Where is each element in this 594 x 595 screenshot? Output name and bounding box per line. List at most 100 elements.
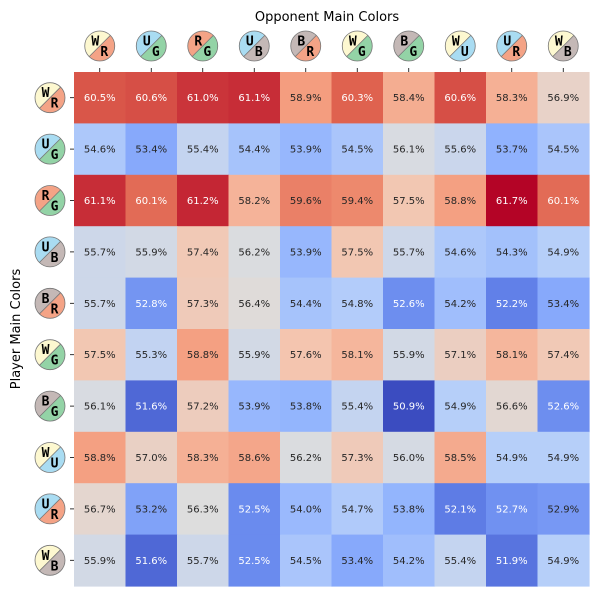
cell-value-label: 58.9%	[290, 93, 322, 104]
heatmap-cell	[177, 534, 230, 587]
heatmap-cell	[331, 123, 384, 176]
icon-letter-bottom: U	[461, 45, 469, 60]
icon-outline	[34, 390, 66, 422]
cell-value-label: 61.0%	[187, 93, 219, 104]
icon-letter-top: B	[297, 35, 305, 50]
heatmap-cell	[228, 380, 281, 433]
cell-value-label: 54.2%	[444, 299, 476, 310]
heatmap-cell	[383, 277, 436, 330]
heatmap-cell	[177, 483, 230, 536]
icon-letter-top: U	[503, 35, 511, 50]
cell-value-label: 55.9%	[135, 247, 167, 258]
icon-bottom-half	[39, 446, 65, 473]
heatmap-cell	[537, 277, 590, 330]
cell-value-label: 57.3%	[187, 299, 219, 310]
cell-value-label: 56.2%	[238, 247, 270, 258]
icon-outline	[34, 442, 66, 473]
icon-letter-bottom: R	[51, 508, 59, 523]
cell-value-label: 54.9%	[444, 402, 476, 413]
heatmap-cell	[280, 329, 333, 381]
icon-outline	[187, 30, 219, 62]
cell-value-label: 53.4%	[547, 299, 579, 310]
icon-letter-bottom: B	[51, 251, 59, 266]
icon-top-half	[34, 339, 61, 366]
heatmap-cell	[125, 483, 178, 536]
heatmap-cell	[74, 277, 127, 330]
cell-value-label: 54.4%	[290, 299, 322, 310]
icon-bottom-half	[140, 35, 167, 61]
icon-bottom-half	[39, 189, 65, 216]
icon-outline	[238, 30, 270, 62]
cell-value-label: 54.9%	[547, 453, 579, 464]
color-pair-icon: UG	[34, 133, 66, 165]
icon-bottom-half	[39, 395, 65, 422]
icon-outline	[34, 236, 66, 268]
icon-outline	[393, 30, 425, 62]
color-pair-icon: BG	[393, 30, 425, 62]
color-pair-icon: BG	[34, 390, 66, 422]
heatmap-cell	[486, 483, 539, 536]
heatmap-cell	[177, 174, 230, 227]
icon-letter-bottom: G	[51, 148, 59, 163]
icon-outline	[34, 133, 66, 165]
cell-value-label: 52.2%	[496, 299, 528, 310]
icon-letter-top: B	[42, 292, 50, 307]
icon-top-half	[84, 31, 111, 57]
heatmap-cell	[228, 277, 281, 330]
heatmap-cell	[486, 226, 539, 279]
cell-value-label: 55.7%	[187, 556, 219, 567]
icon-top-half	[35, 493, 61, 520]
heatmap-cell	[486, 329, 539, 381]
icon-bottom-half	[243, 35, 270, 61]
heatmap-cell	[383, 380, 436, 433]
icon-divider	[397, 35, 420, 57]
icon-letter-bottom: R	[51, 302, 59, 317]
heatmap-cell	[125, 534, 178, 587]
heatmap-cell	[228, 226, 281, 279]
cell-value-label: 53.7%	[496, 145, 528, 156]
color-pair-icon: WU	[444, 30, 476, 62]
cell-value-label: 56.3%	[187, 504, 219, 515]
heatmap-cell	[74, 380, 127, 433]
heatmap-cell	[331, 431, 384, 484]
icon-bottom-half	[39, 549, 66, 576]
cell-value-label: 55.4%	[444, 556, 476, 567]
cell-value-label: 56.2%	[290, 453, 322, 464]
cell-value-label: 56.1%	[84, 402, 116, 413]
heatmap-cell	[383, 534, 436, 587]
icon-outline	[34, 185, 66, 216]
heatmap-cell	[125, 380, 178, 433]
cell-value-label: 60.6%	[135, 93, 167, 104]
cell-value-label: 53.4%	[341, 556, 373, 567]
icon-bottom-half	[39, 292, 66, 319]
cell-value-label: 58.1%	[341, 350, 373, 361]
cell-value-label: 51.9%	[496, 556, 528, 567]
heatmap-cell	[383, 431, 436, 484]
cell-value-label: 55.3%	[135, 350, 167, 361]
icon-letter-bottom: R	[512, 45, 520, 60]
icon-divider	[140, 35, 163, 57]
cell-value-label: 57.5%	[341, 247, 373, 258]
cell-value-label: 57.5%	[84, 350, 116, 361]
color-pair-icon: WR	[34, 82, 66, 114]
cell-value-label: 55.4%	[187, 145, 219, 156]
cell-value-label: 54.6%	[84, 145, 116, 156]
icon-top-half	[290, 31, 317, 57]
cell-value-label: 57.4%	[187, 247, 219, 258]
heatmap-cell	[177, 329, 230, 381]
icon-divider	[552, 35, 575, 57]
y-axis-label: Player Main Colors	[9, 269, 24, 390]
cell-value-label: 56.7%	[84, 504, 116, 515]
heatmap-cell	[383, 329, 436, 381]
heatmap-cell	[383, 72, 436, 124]
cell-value-label: 53.4%	[135, 145, 167, 156]
cell-value-label: 52.5%	[238, 504, 270, 515]
color-pair-icon: WU	[34, 442, 66, 473]
heatmap-cell	[434, 431, 487, 484]
cell-value-label: 57.5%	[393, 196, 425, 207]
icon-top-half	[34, 288, 61, 314]
cell-value-label: 56.6%	[496, 402, 528, 413]
heatmap-cell	[434, 329, 487, 381]
cell-value-label: 56.9%	[547, 93, 579, 104]
